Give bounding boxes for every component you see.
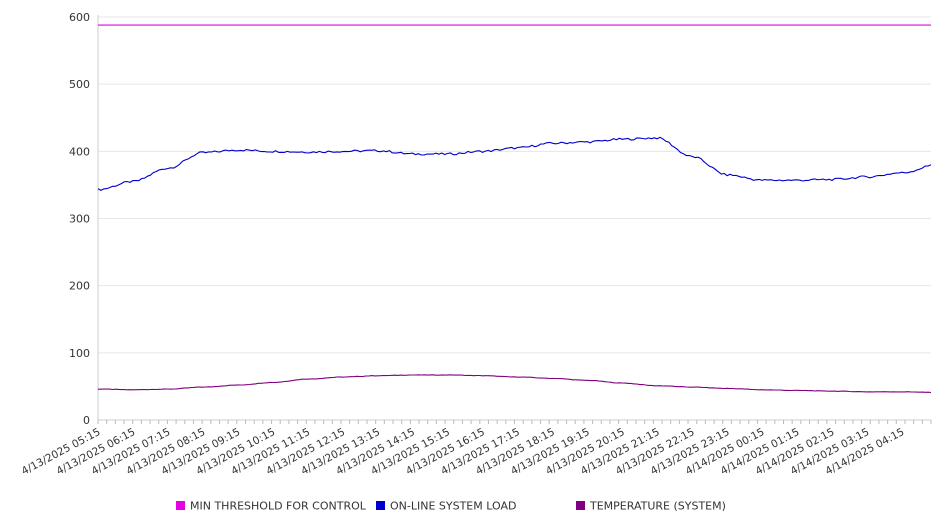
y-tick-label: 400 xyxy=(69,145,90,158)
axes xyxy=(97,15,932,424)
legend-swatch xyxy=(176,501,185,510)
y-axis-ticks: 0 100 200 300 400 500 600 xyxy=(69,11,90,427)
y-tick-label: 300 xyxy=(69,213,90,226)
y-tick-label: 0 xyxy=(83,414,90,427)
legend-label: TEMPERATURE (SYSTEM) xyxy=(589,500,726,513)
y-tick-label: 600 xyxy=(69,11,90,24)
y-tick-label: 100 xyxy=(69,347,90,360)
grid-lines xyxy=(98,16,931,354)
series-line-temperature-system xyxy=(98,374,932,394)
x-axis-ticks: 4/13/2025 05:154/13/2025 06:154/13/2025 … xyxy=(20,426,907,478)
legend-swatch xyxy=(576,501,585,510)
legend: MIN THRESHOLD FOR CONTROL ON-LINE SYSTEM … xyxy=(176,500,726,513)
y-tick-label: 500 xyxy=(69,78,90,91)
legend-swatch xyxy=(376,501,385,510)
series-lines xyxy=(97,24,932,394)
series-line-on-line-system-load xyxy=(97,136,932,191)
y-tick-label: 200 xyxy=(69,280,90,293)
legend-label: ON-LINE SYSTEM LOAD xyxy=(390,500,516,513)
legend-label: MIN THRESHOLD FOR CONTROL xyxy=(190,500,367,513)
